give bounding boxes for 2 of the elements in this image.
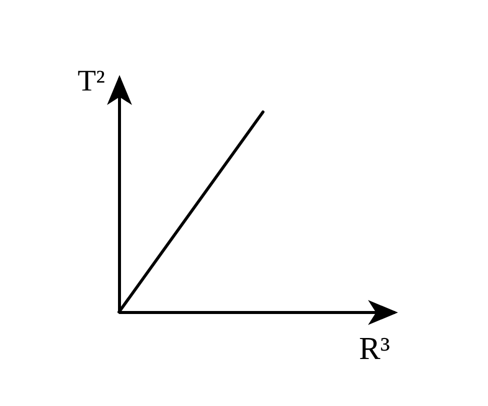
y-axis-title: T² [78,64,105,98]
x-axis-title: R³ [359,330,390,366]
